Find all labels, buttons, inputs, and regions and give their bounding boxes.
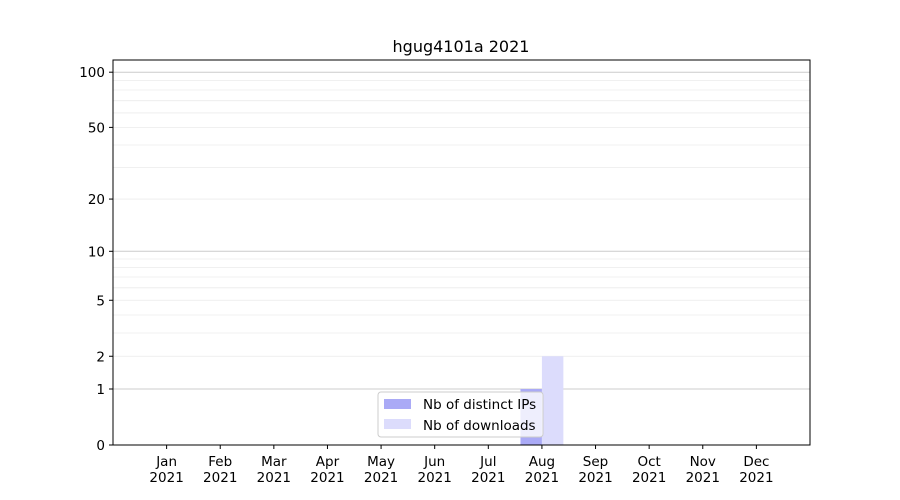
- x-tick-label-year: 2021: [525, 470, 559, 486]
- legend-label-downloads: Nb of downloads: [423, 418, 536, 434]
- x-tick-label-month: Aug: [529, 454, 555, 470]
- chart-title: hgug4101a 2021: [393, 37, 530, 56]
- y-tick-label: 2: [96, 349, 105, 365]
- legend-swatch-downloads: [384, 419, 411, 429]
- y-tick-label: 1: [96, 382, 105, 398]
- y-tick-label: 100: [79, 65, 105, 81]
- x-tick-label-month: Feb: [208, 454, 232, 470]
- legend-box: [377, 391, 544, 438]
- x-tick-label-year: 2021: [257, 470, 291, 486]
- x-tick-label-year: 2021: [578, 470, 612, 486]
- x-tick-label-year: 2021: [739, 470, 773, 486]
- x-tick-label-month: Nov: [690, 454, 716, 470]
- y-tick-label: 10: [88, 244, 105, 260]
- y-tick-label: 0: [96, 438, 105, 454]
- x-tick-label-year: 2021: [364, 470, 398, 486]
- bar-downloads: [541, 356, 564, 445]
- x-tick-label-year: 2021: [310, 470, 344, 486]
- x-tick-label-month: Sep: [583, 454, 608, 470]
- x-tick-label-year: 2021: [471, 470, 505, 486]
- x-tick-label-year: 2021: [632, 470, 666, 486]
- y-tick-label: 5: [96, 293, 105, 309]
- x-axis: Jan2021Feb2021Mar2021Apr2021May2021Jun20…: [149, 445, 774, 486]
- x-tick-label-month: Apr: [316, 454, 340, 470]
- legend: Nb of distinct IPs Nb of downloads: [377, 391, 544, 438]
- x-tick-label-month: Oct: [637, 454, 660, 470]
- plot-frame: [112, 59, 811, 446]
- x-tick-label-year: 2021: [418, 470, 452, 486]
- x-tick-label-month: Mar: [261, 454, 287, 470]
- legend-label-ips: Nb of distinct IPs: [423, 397, 536, 413]
- x-tick-label-month: Jan: [155, 454, 177, 470]
- x-tick-label-year: 2021: [149, 470, 183, 486]
- grid: [113, 71, 810, 390]
- x-tick-label-year: 2021: [686, 470, 720, 486]
- x-tick-label-month: Jun: [423, 454, 445, 470]
- y-tick-label: 50: [88, 120, 105, 136]
- y-axis: 0 1 2 5 10 20 50 100: [79, 65, 113, 454]
- y-tick-label: 20: [88, 192, 105, 208]
- x-tick-label-month: Jul: [479, 454, 496, 470]
- x-tick-label-month: May: [367, 454, 395, 470]
- legend-swatch-ips: [384, 399, 411, 409]
- x-tick-label-month: Dec: [743, 454, 769, 470]
- x-tick-label-year: 2021: [203, 470, 237, 486]
